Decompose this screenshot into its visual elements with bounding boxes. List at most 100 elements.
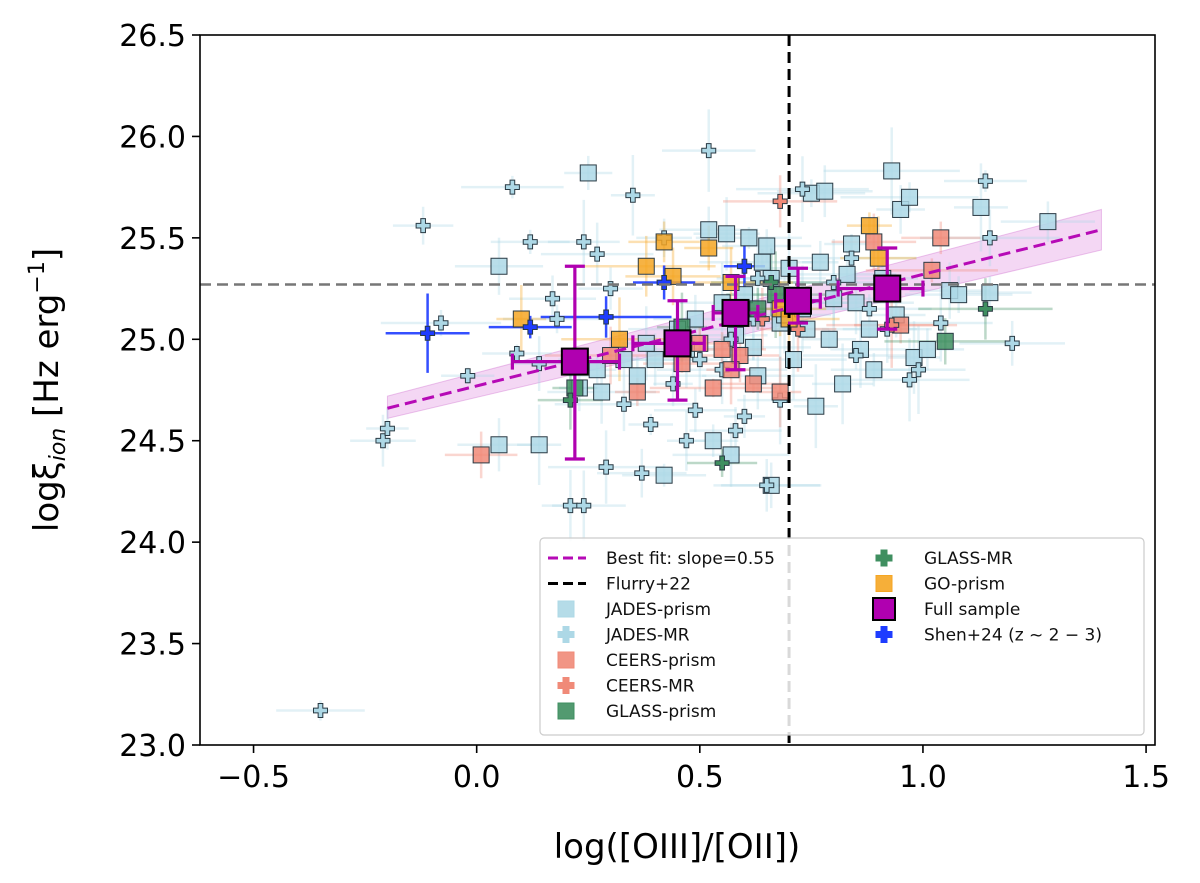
legend-entry: CEERS-prism (557, 651, 716, 671)
legend-entry: GLASS-prism (557, 702, 716, 722)
jades-prism-point (901, 188, 919, 206)
jades-mr-point (415, 218, 431, 234)
legend-square-swatch (557, 651, 575, 669)
jades-mr-point (750, 270, 766, 286)
legend-label: JADES-MR (605, 626, 690, 646)
jades-prism-point (847, 294, 865, 312)
jades-prism-point (490, 436, 508, 454)
ceers-mr-point (772, 193, 788, 209)
ceers-prism-point (932, 229, 950, 247)
jades-mr-point (504, 179, 520, 195)
jades-mr-point (794, 181, 810, 197)
ticks-layer: −0.5 0.0 0.5 1.0 1.5 23.0 23.5 24.0 24.5 25.0 25.5… (119, 19, 1170, 795)
glass-mr-point (714, 455, 730, 471)
legend: Best fit: slope=0.55 Flurry+22 JADES-prism… (539, 537, 1145, 736)
y-axis-title-units: [Hz erg (27, 294, 67, 428)
go-prism-point (512, 310, 530, 328)
x-tick-label: 1.5 (1122, 760, 1170, 795)
jades-prism-point (579, 164, 597, 182)
jades-mr-point (625, 187, 641, 203)
legend-entry: JADES-prism (557, 600, 711, 620)
legend-label: Flurry+22 (606, 575, 691, 595)
jades-prism-point (816, 182, 834, 200)
jades-prism-point (722, 446, 740, 464)
ceers-mr-point (884, 317, 900, 333)
jades-prism-point (655, 466, 673, 484)
legend-entry: CEERS-MR (557, 677, 695, 697)
y-tick-label: 25.0 (119, 323, 186, 358)
ceers-prism-point (771, 383, 789, 401)
legend-label: GLASS-MR (924, 549, 1013, 569)
ceers-prism-point (713, 340, 731, 358)
x-tick-label: −0.5 (217, 760, 290, 795)
legend-label: CEERS-prism (606, 651, 716, 671)
jades-mr-point (902, 372, 918, 388)
jades-mr-point (687, 402, 703, 418)
jades-prism-point (704, 432, 722, 450)
jades-mr-point (848, 348, 864, 364)
full-sample-point (873, 274, 902, 303)
y-tick-label: 26.0 (119, 120, 186, 155)
jades-mr-point (562, 498, 578, 514)
legend-label: Best fit: slope=0.55 (606, 549, 775, 569)
jades-prism-point (646, 351, 664, 369)
jades-mr-point (723, 331, 739, 347)
legend-label: Shen+24 (z ~ 2 − 3) (924, 626, 1102, 646)
legend-full-sample-swatch (872, 597, 896, 621)
jades-mr-point (692, 352, 708, 368)
legend-entry: Full sample (872, 597, 1020, 621)
y-axis-title: logξion [Hz erg−1] (25, 248, 71, 532)
y-axis-title-exponent: −1 (25, 261, 50, 293)
jades-mr-point (549, 311, 565, 327)
glass-mr-point (977, 301, 993, 317)
ceers-prism-point (744, 375, 762, 393)
legend-entry: JADES-MR (557, 626, 690, 646)
go-prism-point (700, 239, 718, 257)
jades-mr-point (643, 416, 659, 432)
jades-mr-point (759, 477, 775, 493)
reference-lines-layer (200, 35, 1155, 745)
legend-label: GO-prism (924, 575, 1005, 595)
jades-mr-point (933, 315, 949, 331)
jades-mr-point (460, 368, 476, 384)
legend-entry: Best fit: slope=0.55 (548, 549, 775, 569)
jades-mr-point (312, 703, 328, 719)
jades-prism-point (918, 340, 936, 358)
jades-prism-point (753, 253, 771, 271)
go-prism-point (655, 233, 673, 251)
jades-mr-point (433, 315, 449, 331)
legend-entry: GO-prism (875, 575, 1005, 595)
jades-mr-point (598, 459, 614, 475)
glass-mr-point (763, 274, 779, 290)
legend-label: Full sample (924, 600, 1020, 620)
jades-prism-point (588, 361, 606, 379)
jades-prism-point (981, 284, 999, 302)
legend-entry: Flurry+22 (548, 575, 691, 595)
legend-plus-swatch (557, 626, 575, 643)
jades-mr-point (678, 433, 694, 449)
jades-mr-point (545, 291, 561, 307)
jades-prism-point (834, 375, 852, 393)
jades-prism-point (843, 235, 861, 253)
legend-label: JADES-prism (605, 600, 711, 620)
jades-prism-point (865, 361, 883, 379)
shen-24-point (736, 258, 752, 274)
jades-mr-point (844, 250, 860, 266)
legend-label: CEERS-MR (606, 677, 695, 697)
legend-entry: Shen+24 (z ~ 2 − 3) (875, 626, 1102, 646)
jades-prism-point (593, 383, 611, 401)
jades-prism-point (490, 257, 508, 275)
y-axis-title-close: ] (27, 248, 67, 261)
y-tick-label: 23.5 (119, 628, 186, 663)
jades-mr-point (589, 246, 605, 262)
x-tick-label: 0.0 (453, 760, 501, 795)
legend-plus-swatch (875, 626, 893, 643)
go-prism-point (637, 257, 655, 275)
jades-mr-point (861, 301, 877, 317)
jades-prism-point (740, 229, 758, 247)
jades-mr-point (910, 362, 926, 378)
jades-mr-point (736, 408, 752, 424)
legend-plus-swatch (875, 549, 893, 567)
legend-square-swatch (875, 575, 893, 592)
